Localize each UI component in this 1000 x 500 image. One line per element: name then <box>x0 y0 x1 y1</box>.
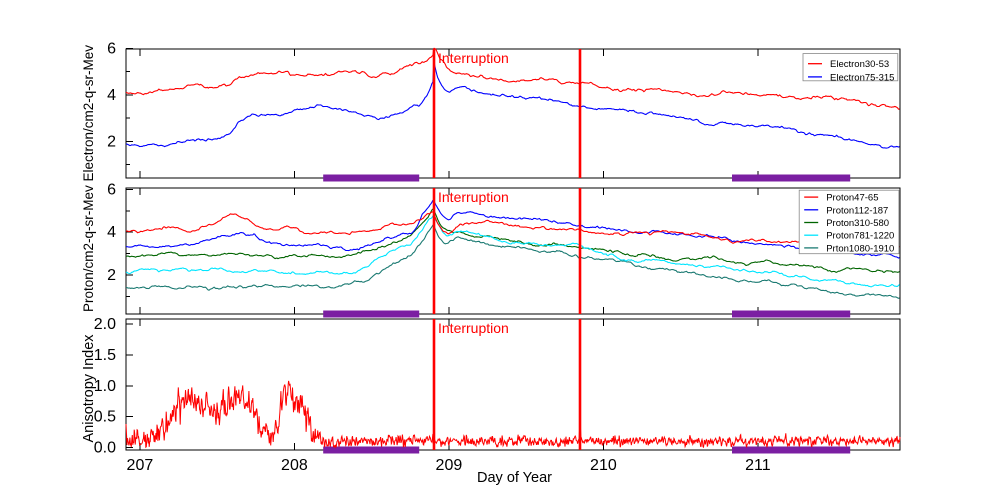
svg-text:Interruption: Interruption <box>438 320 509 336</box>
svg-text:0.0: 0.0 <box>94 439 116 456</box>
svg-text:Prton1080-1910: Prton1080-1910 <box>826 243 894 254</box>
svg-text:2: 2 <box>107 267 116 284</box>
svg-text:Proton310-580: Proton310-580 <box>826 218 889 229</box>
svg-text:Day of Year: Day of Year <box>477 470 552 486</box>
svg-text:Interruption: Interruption <box>438 50 509 66</box>
svg-text:211: 211 <box>745 457 771 474</box>
svg-text:Electron75-315: Electron75-315 <box>830 72 894 83</box>
svg-text:Proton/cm2-q-sr-Mev Electron/c: Proton/cm2-q-sr-Mev Electron/cm2-q-sr-Me… <box>81 45 96 312</box>
svg-text:Proton781-1220: Proton781-1220 <box>826 231 894 242</box>
svg-text:208: 208 <box>281 457 308 474</box>
svg-text:2.0: 2.0 <box>94 316 116 333</box>
svg-text:209: 209 <box>436 457 463 474</box>
svg-text:6: 6 <box>107 181 116 198</box>
svg-text:Anisotropy Index: Anisotropy Index <box>81 334 97 443</box>
svg-text:0.5: 0.5 <box>94 409 116 426</box>
svg-text:4: 4 <box>107 87 116 104</box>
svg-text:Electron30-53: Electron30-53 <box>830 59 889 70</box>
svg-text:Proton112-187: Proton112-187 <box>826 205 888 216</box>
svg-text:Interruption: Interruption <box>438 189 509 205</box>
svg-text:207: 207 <box>127 457 154 474</box>
svg-text:1.0: 1.0 <box>94 378 116 395</box>
svg-text:2: 2 <box>107 133 116 150</box>
svg-text:Proton47-65: Proton47-65 <box>826 193 878 204</box>
svg-text:210: 210 <box>590 457 617 474</box>
svg-text:4: 4 <box>107 224 116 241</box>
svg-text:1.5: 1.5 <box>94 347 116 364</box>
svg-text:6: 6 <box>107 40 116 57</box>
